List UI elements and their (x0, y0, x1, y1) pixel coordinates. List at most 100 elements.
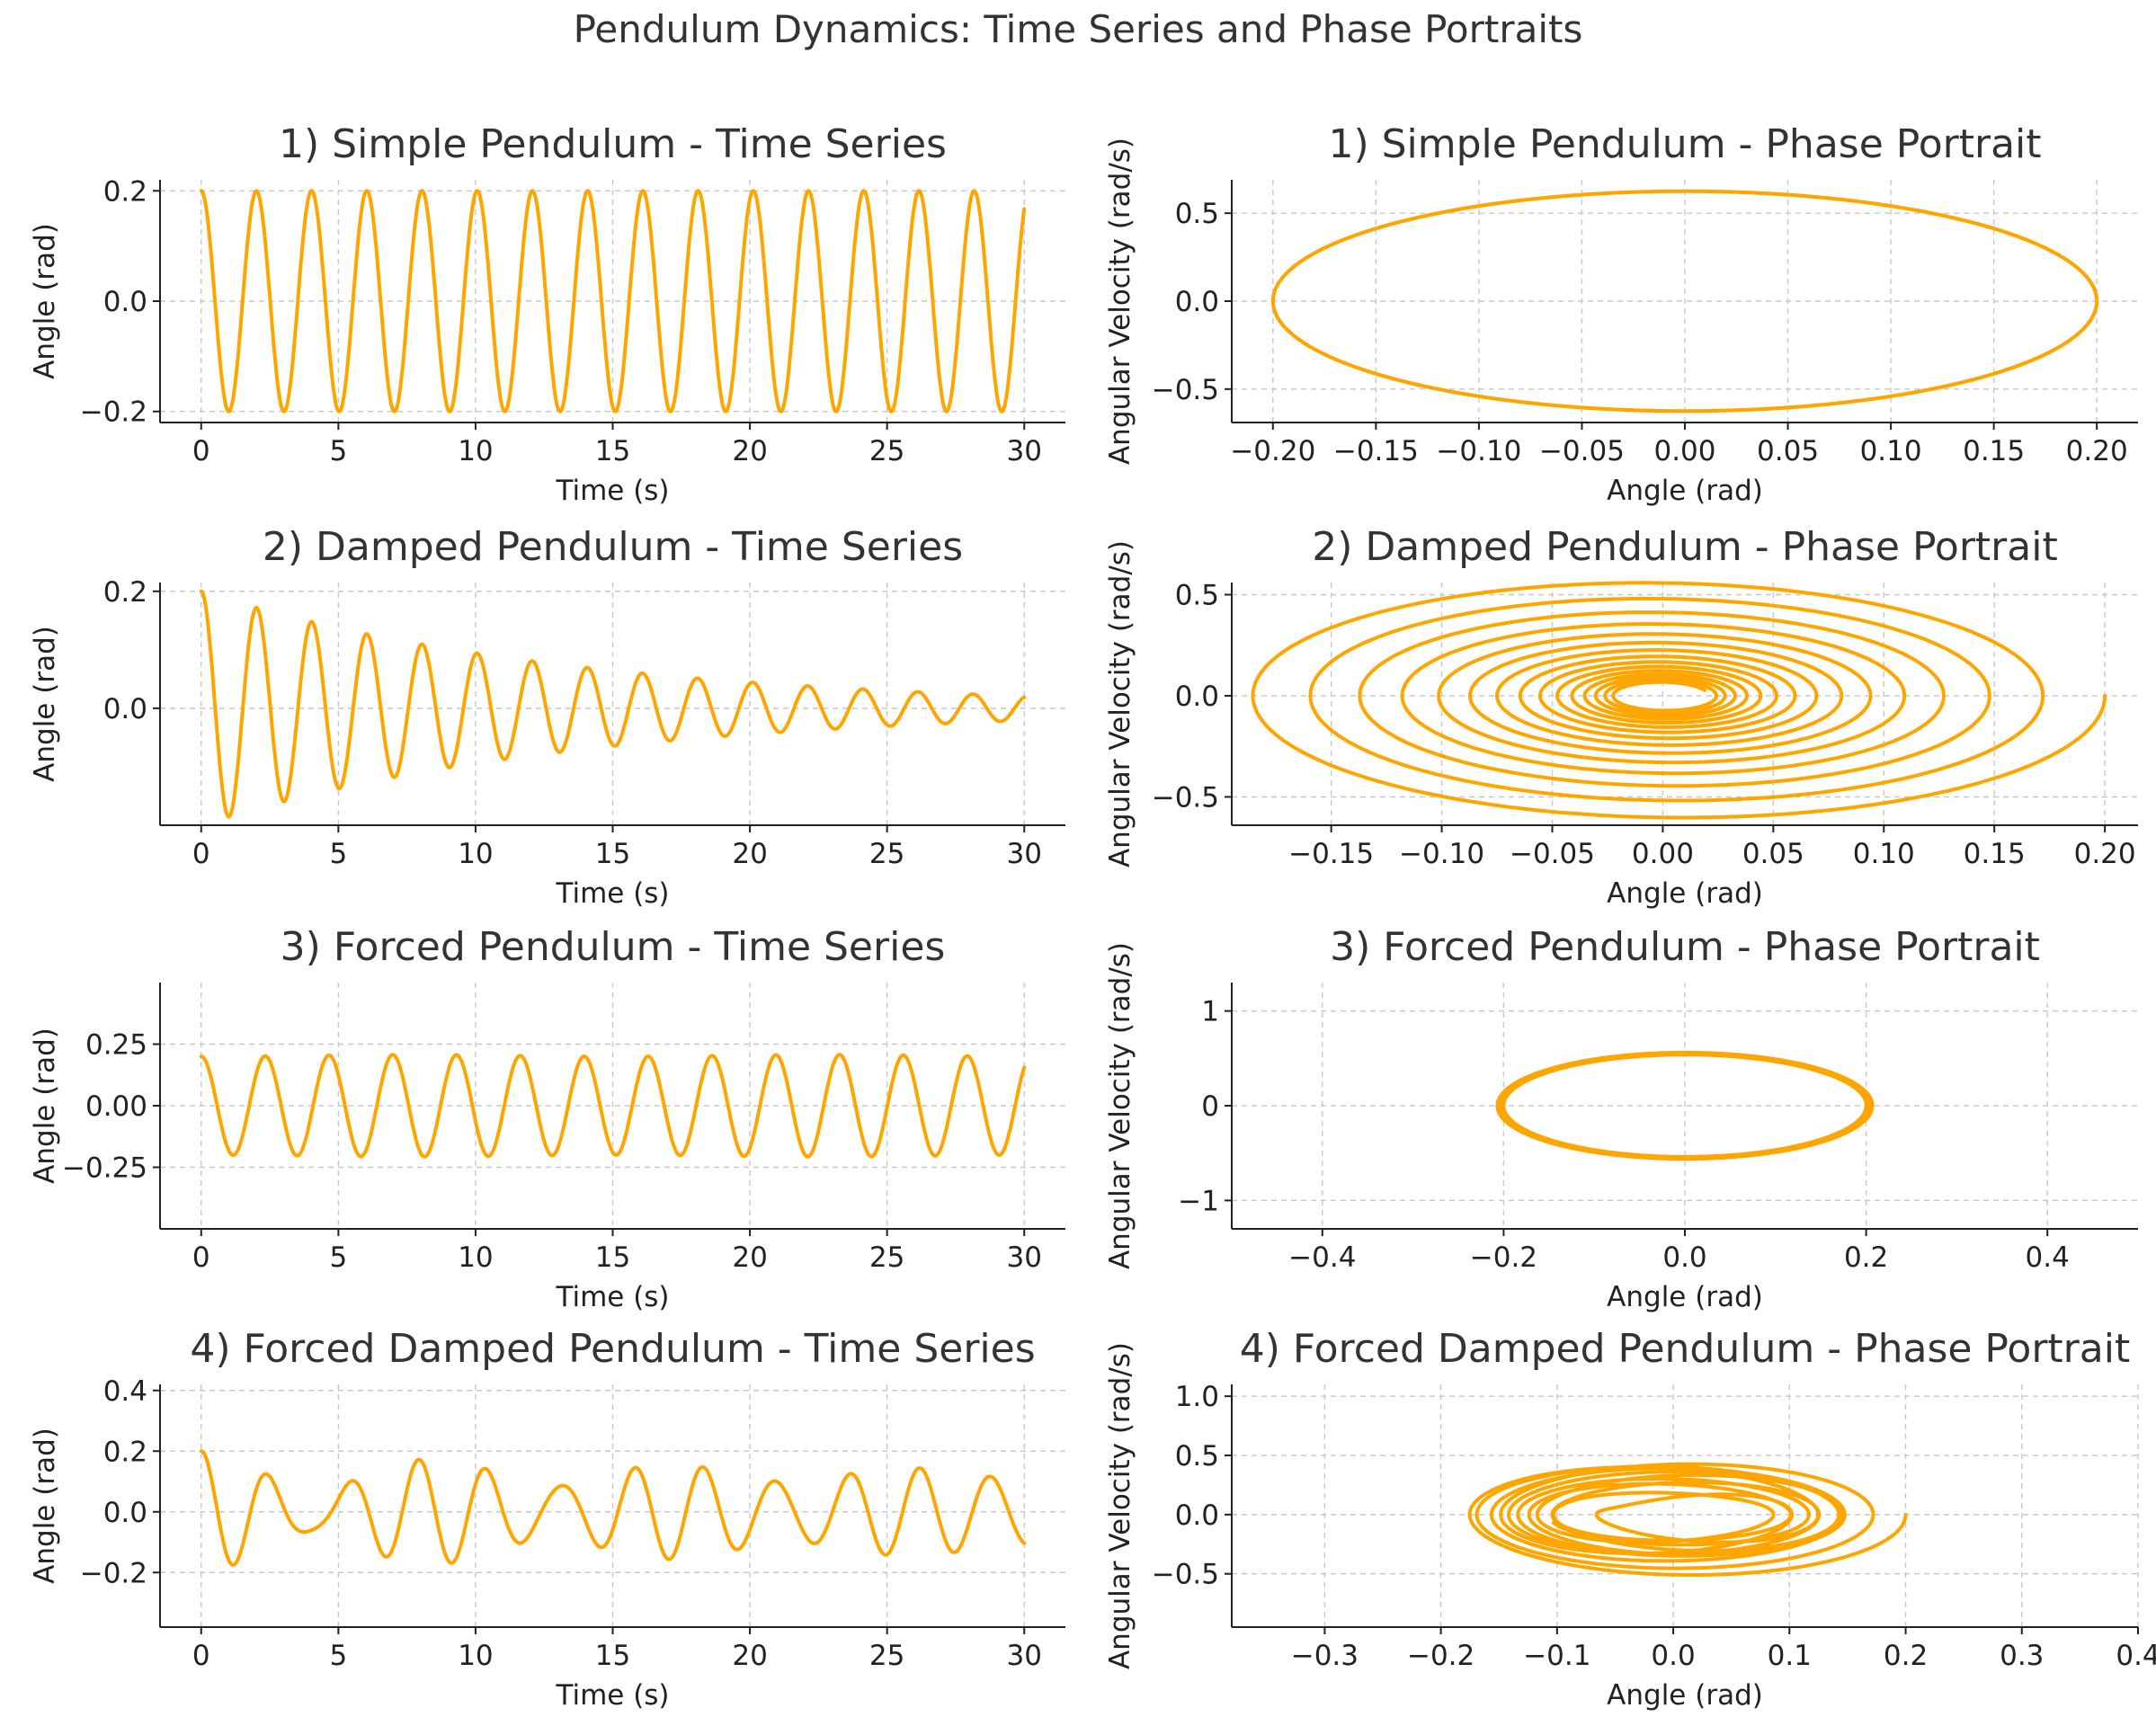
y-tick-label: −0.25 (62, 1152, 147, 1185)
x-tick-label: 20 (732, 1241, 767, 1274)
x-tick-label: −0.05 (1510, 838, 1595, 870)
subplot-damped-ts: 0 5 10 15 20 25 30 0.0 0.2 2) Damped Pendulum - T… (29, 524, 1065, 910)
x-axis-label: Time (s) (555, 475, 669, 507)
y-tick-label: −0.5 (1152, 1559, 1219, 1591)
x-tick-label: −0.2 (1407, 1640, 1474, 1672)
x-tick-label: 0 (192, 1640, 210, 1672)
x-tick-label: 25 (869, 1640, 904, 1672)
subplot-simple-ts: 0 5 10 15 20 25 30 −0.2 0.0 0.2 1) Simple Pendulum… (29, 121, 1065, 507)
y-tick-label: 0.2 (103, 576, 147, 609)
series-line-simple-ts (199, 189, 1027, 414)
figure-title: Pendulum Dynamics: Time Series and Phase… (573, 7, 1583, 51)
x-tick-label: 15 (595, 1241, 630, 1274)
x-tick-label: −0.2 (1470, 1241, 1537, 1274)
x-tick-label: 0.10 (1853, 838, 1915, 870)
x-tick-label: 20 (732, 435, 767, 467)
y-tick-label: 0.0 (103, 286, 147, 318)
x-tick-label: 0.4 (2116, 1640, 2156, 1672)
y-tick-label: 0.2 (103, 1436, 147, 1468)
series-line-forced-ts (199, 1053, 1027, 1159)
x-tick-label: −0.05 (1539, 435, 1625, 467)
series-line-damped-phase (1251, 581, 2107, 820)
x-tick-label: 0 (192, 838, 210, 870)
x-tick-label: 10 (458, 838, 493, 870)
series-line-forced-phase (1495, 1050, 1875, 1161)
x-tick-label: 30 (1007, 838, 1042, 870)
x-axis-label: Time (s) (555, 1679, 669, 1712)
y-axis-label: Angular Velocity (rad/s) (1104, 1342, 1136, 1669)
x-tick-label: 0.2 (1844, 1241, 1888, 1274)
x-tick-label: 0 (192, 435, 210, 467)
x-tick-label: 20 (732, 838, 767, 870)
subplot-forced-damped-phase: −0.3 −0.2 −0.1 0.0 0.1 0.2 0.3 0.4 −0.5 0.0 0.5 1.0… (1104, 1326, 2156, 1712)
x-tick-label: 0.05 (1742, 838, 1804, 870)
y-tick-label: 0.0 (103, 1497, 147, 1529)
x-tick-label: 15 (595, 1640, 630, 1672)
x-tick-label: 30 (1007, 1241, 1042, 1274)
x-tick-label: 25 (869, 1241, 904, 1274)
x-tick-label: 5 (329, 1640, 347, 1672)
y-tick-label: 0 (1201, 1090, 1219, 1123)
y-axis-label: Angle (rad) (29, 1028, 61, 1184)
x-tick-label: 0.20 (2066, 435, 2128, 467)
x-tick-label: −0.3 (1291, 1640, 1359, 1672)
y-tick-label: 0.25 (85, 1029, 147, 1062)
series-line-damped-ts (199, 589, 1027, 819)
y-tick-label: −0.2 (80, 1557, 147, 1589)
x-tick-label: 0.0 (1651, 1640, 1695, 1672)
x-tick-label: 0 (192, 1241, 210, 1274)
x-tick-label: 0.4 (2026, 1241, 2070, 1274)
y-axis-label: Angle (rad) (29, 626, 61, 782)
subplot-forced-damped-ts: 0 5 10 15 20 25 30 −0.2 0.0 0.2 0.4 4) Forced Dampe… (29, 1326, 1065, 1712)
y-tick-label: 0.0 (1175, 681, 1219, 713)
x-tick-label: 0.15 (1963, 435, 2025, 467)
subplot-title: 3) Forced Pendulum - Time Series (281, 924, 946, 970)
y-tick-label: 1 (1201, 996, 1219, 1028)
x-axis-label: Angle (rad) (1607, 877, 1763, 910)
subplot-title: 4) Forced Damped Pendulum - Phase Portra… (1240, 1326, 2130, 1372)
y-axis-label: Angular Velocity (rad/s) (1104, 138, 1136, 465)
y-tick-label: 0.5 (1175, 580, 1219, 612)
y-tick-label: −1 (1178, 1185, 1219, 1217)
x-tick-label: 15 (595, 435, 630, 467)
x-tick-label: 30 (1007, 435, 1042, 467)
x-tick-label: 0.3 (2000, 1640, 2044, 1672)
x-tick-label: 10 (458, 435, 493, 467)
x-tick-label: 10 (458, 1241, 493, 1274)
x-tick-label: 0.00 (1632, 838, 1694, 870)
y-tick-label: 0.0 (103, 693, 147, 725)
x-axis-label: Angle (rad) (1607, 1281, 1763, 1313)
y-axis-label: Angular Velocity (rad/s) (1104, 540, 1136, 867)
y-tick-label: 0.5 (1175, 1440, 1219, 1472)
x-axis-label: Angle (rad) (1607, 475, 1763, 507)
x-tick-label: 0.05 (1757, 435, 1819, 467)
y-tick-label: 0.4 (103, 1375, 147, 1408)
subplot-forced-phase: −0.4 −0.2 0.0 0.2 0.4 −1 0 1 3) Forced Pendulum … (1104, 924, 2138, 1313)
series-line-simple-phase (1270, 189, 2099, 414)
subplot-damped-phase: −0.15 −0.10 −0.05 0.00 0.05 0.10 0.15 0.20 −0.5 0… (1104, 524, 2138, 910)
x-tick-label: 20 (732, 1640, 767, 1672)
x-tick-label: 10 (458, 1640, 493, 1672)
series-line-forced-damped-ts (199, 1449, 1027, 1567)
subplot-title: 1) Simple Pendulum - Phase Portrait (1328, 121, 2041, 167)
x-tick-label: −0.10 (1436, 435, 1521, 467)
series-line-forced-damped-phase (1467, 1462, 1908, 1577)
y-tick-label: 0.0 (1175, 286, 1219, 318)
y-tick-label: 0.0 (1175, 1499, 1219, 1532)
x-tick-label: −0.20 (1230, 435, 1315, 467)
subplot-title: 2) Damped Pendulum - Phase Portrait (1312, 524, 2057, 570)
x-tick-label: 0.0 (1662, 1241, 1706, 1274)
subplot-forced-ts: 0 5 10 15 20 25 30 −0.25 0.00 0.25 3) Forced Pendu… (29, 924, 1065, 1313)
x-tick-label: −0.10 (1399, 838, 1484, 870)
y-tick-label: 0.5 (1175, 198, 1219, 230)
y-axis-label: Angle (rad) (29, 1428, 61, 1584)
x-axis-label: Time (s) (555, 1281, 669, 1313)
subplot-title: 1) Simple Pendulum - Time Series (279, 121, 947, 167)
y-tick-label: −0.2 (80, 396, 147, 429)
y-tick-label: −0.5 (1152, 374, 1219, 406)
subplot-title: 3) Forced Pendulum - Phase Portrait (1330, 924, 2040, 970)
subplot-title: 2) Damped Pendulum - Time Series (263, 524, 963, 570)
x-tick-label: 5 (329, 1241, 347, 1274)
